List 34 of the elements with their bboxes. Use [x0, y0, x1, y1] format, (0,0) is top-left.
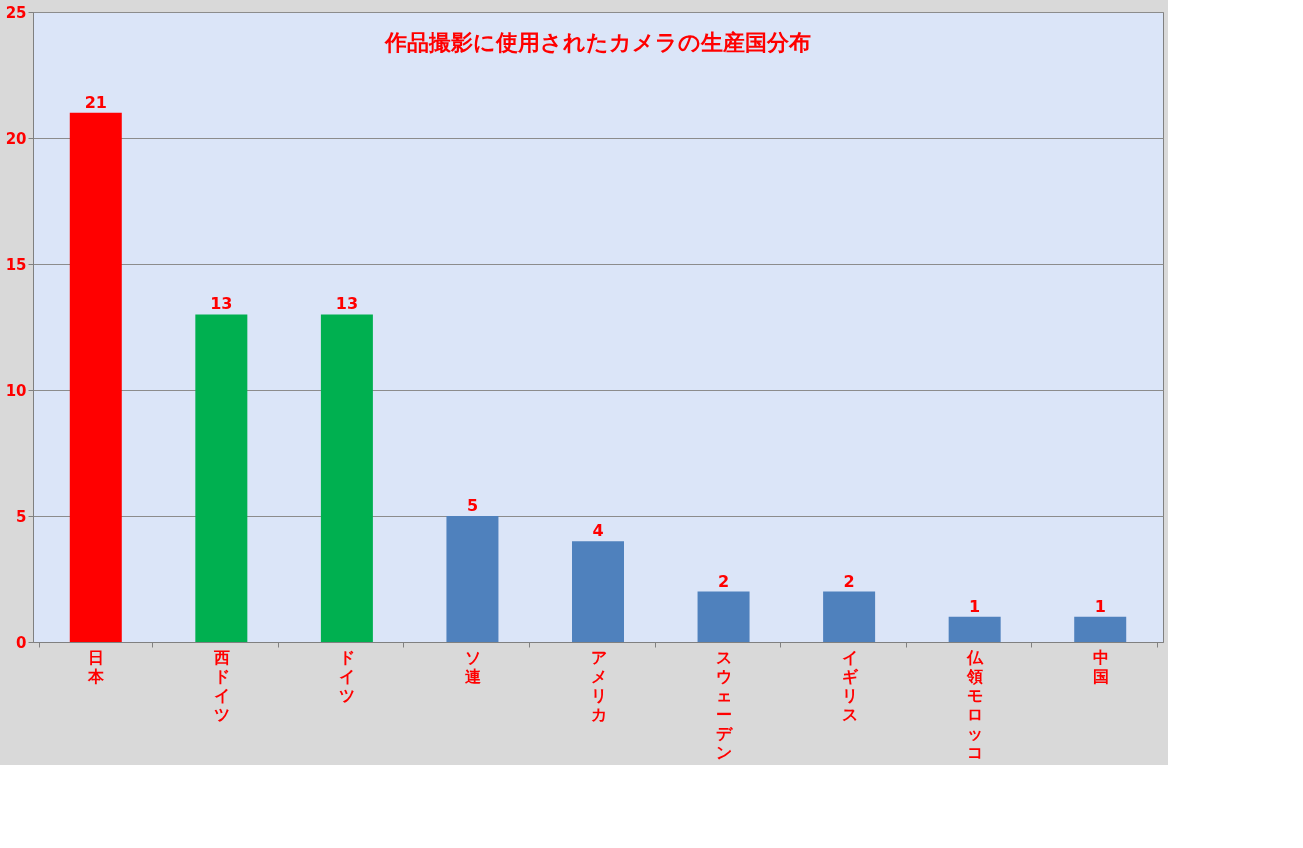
- bar: [823, 591, 876, 642]
- data-label: 2: [843, 571, 855, 591]
- data-label: 1: [969, 596, 981, 616]
- y-tick-label: 10: [5, 381, 27, 400]
- bar: [69, 112, 122, 642]
- data-label: 5: [466, 496, 479, 515]
- bar: [1074, 616, 1127, 642]
- y-tick-label: 25: [5, 3, 27, 22]
- x-tick-label: 西ドイツ: [212, 647, 230, 724]
- data-label: 4: [592, 521, 604, 541]
- x-tick-label: ソ連: [464, 647, 481, 686]
- y-tick-label: 5: [16, 507, 27, 526]
- x-tick-label: イギリス: [841, 647, 859, 724]
- bar: [195, 314, 248, 642]
- bar: [320, 314, 373, 642]
- x-tick-label: 仏領モロッコ: [966, 647, 985, 762]
- x-tick-label: 日本: [87, 647, 106, 686]
- data-label: 13: [335, 294, 359, 314]
- bar: [948, 616, 1001, 642]
- y-tick-label: 0: [16, 633, 27, 652]
- x-tick-label: アメリカ: [590, 647, 607, 724]
- data-label: 21: [84, 92, 107, 112]
- bar: [446, 516, 499, 642]
- x-tick-label: ドイツ: [339, 647, 356, 705]
- bar: [572, 541, 624, 642]
- y-tick-label: 15: [5, 255, 27, 274]
- data-label: 13: [210, 294, 233, 314]
- data-label: 1: [1094, 596, 1106, 616]
- x-tick-label: スウェーデン: [716, 647, 735, 762]
- bar: [697, 591, 750, 642]
- data-label: 2: [717, 571, 730, 591]
- text: 作品撮影に使用されたカメラの生産国分布: [384, 30, 811, 55]
- y-tick-label: 20: [5, 129, 27, 148]
- x-tick-label: 中国: [1092, 647, 1109, 686]
